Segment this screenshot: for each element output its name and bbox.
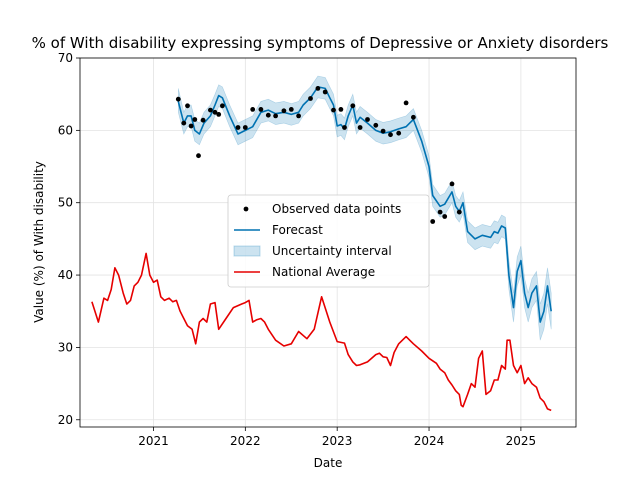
legend-label-observed-data-points: Observed data points [272,202,401,216]
observed-point [242,125,248,130]
observed-point [175,96,181,102]
observed-point [442,214,448,219]
observed-point [200,117,206,123]
legend-label-uncertainty-interval: Uncertainty interval [272,244,392,258]
observed-point [212,109,218,115]
y-tick-label: 70 [58,51,73,65]
observed-point [365,117,370,122]
legend-box [227,194,430,288]
observed-point [449,181,455,187]
observed-point [308,96,313,101]
x-axis-label: Date [314,456,343,470]
observed-point [235,125,241,130]
observed-point [388,132,393,138]
chart-title: % of With disability expressing symptoms… [32,34,609,52]
legend-swatch-uncertainty-interval [233,245,261,257]
observed-point [188,123,194,129]
x-tick-label: 2021 [138,434,169,448]
observed-point [456,209,462,215]
y-tick-label: 40 [58,268,73,282]
observed-point [430,219,436,224]
observed-point [192,117,198,122]
observed-point [208,107,213,113]
observed-point [220,103,225,109]
observed-point [265,112,271,118]
legend: Observed data points Forecast Uncertainty … [227,194,430,288]
observed-point [350,103,356,109]
observed-point [342,125,347,130]
observed-point [250,107,256,112]
observed-point [322,89,328,95]
observed-point [281,108,287,114]
national-average-line [91,252,552,412]
observed-point [411,114,416,120]
y-tick-label: 50 [58,196,73,210]
legend-label-forecast: Forecast [272,223,323,237]
observed-point [331,107,336,113]
y-tick-label: 30 [58,340,73,354]
observed-points [175,86,462,224]
x-tick-label: 2022 [230,434,261,448]
observed-point [216,112,222,117]
observed-point [396,130,402,136]
observed-point [380,128,386,134]
x-axis-ticks: 2021 2022 2023 2024 2025 [138,427,536,448]
y-tick-label: 20 [58,413,73,427]
observed-point [338,107,344,112]
observed-point [181,120,187,126]
legend-label-national-average: National Average [272,265,375,279]
observed-point [196,153,201,159]
series-lines [91,86,552,412]
observed-point [315,86,321,91]
y-axis-ticks: 20 30 40 50 60 70 [58,51,80,427]
observed-point [373,122,379,128]
observed-point [185,103,190,109]
observed-point [258,107,264,112]
observed-point [357,125,363,130]
observed-point [288,107,294,112]
plot-frame [79,57,577,428]
observed-point [403,100,409,106]
legend-swatch-observed-data-points [243,206,249,212]
x-tick-label: 2024 [414,434,445,448]
y-tick-label: 60 [58,123,73,137]
observed-point [273,113,278,119]
observed-point [437,209,443,215]
forecast-line [177,86,552,323]
x-tick-label: 2023 [322,434,353,448]
y-axis-label: Value (%) of With disability [32,161,46,323]
x-tick-label: 2025 [506,434,537,448]
observed-point [296,113,301,119]
